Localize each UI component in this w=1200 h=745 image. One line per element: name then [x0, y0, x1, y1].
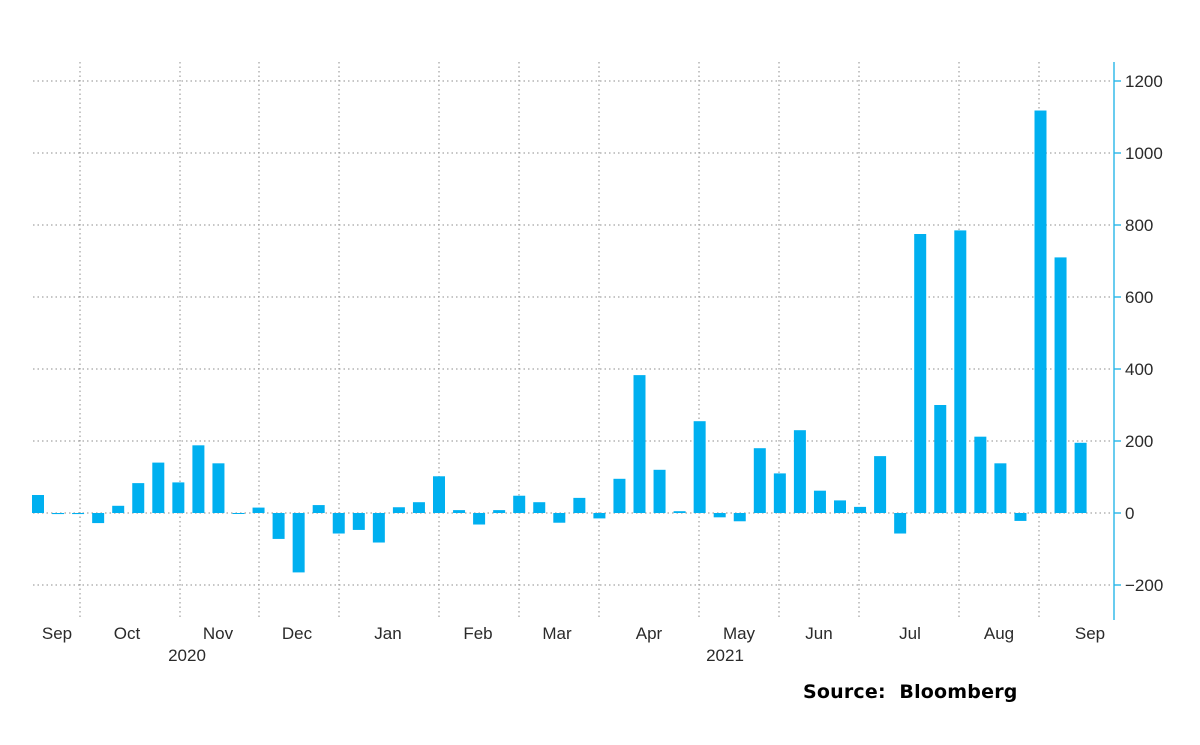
x-month-label-0: Sep — [42, 624, 72, 643]
bar-40 — [834, 500, 846, 513]
source-note: Source: Bloomberg — [803, 681, 1018, 703]
bar-31 — [653, 469, 666, 513]
bar-13 — [292, 513, 305, 573]
bar-25 — [533, 502, 546, 513]
bar-22 — [473, 513, 486, 525]
x-year-label-1: 2021 — [706, 646, 744, 665]
x-month-label-5: Feb — [463, 624, 492, 643]
bar-33 — [693, 421, 706, 513]
x-month-label-10: Jul — [899, 624, 921, 643]
gridlines — [33, 62, 1112, 620]
bar-16 — [352, 513, 365, 530]
bar-44 — [914, 234, 927, 513]
bar-46 — [954, 230, 967, 513]
x-month-label-3: Dec — [282, 624, 313, 643]
bar-18 — [392, 507, 405, 513]
bar-36 — [753, 448, 766, 513]
x-month-label-4: Jan — [374, 624, 401, 643]
bar-45 — [934, 405, 947, 513]
x-month-label-11: Aug — [984, 624, 1014, 643]
bar-50 — [1034, 110, 1047, 514]
y-tick-label-0: −200 — [1125, 576, 1163, 595]
bar-43 — [894, 513, 907, 534]
bar-15 — [332, 513, 345, 534]
bar-27 — [573, 497, 586, 513]
y-tick-label-4: 600 — [1125, 288, 1153, 307]
y-tick-label-1: 0 — [1125, 504, 1134, 523]
bars — [32, 110, 1087, 573]
bar-37 — [773, 473, 786, 513]
bar-29 — [613, 478, 626, 513]
bar-49 — [1014, 513, 1027, 521]
x-month-label-2: Nov — [203, 624, 234, 643]
bar-19 — [412, 502, 425, 513]
bar-34 — [713, 513, 726, 518]
y-tick-label-6: 1000 — [1125, 144, 1163, 163]
bar-4 — [112, 505, 125, 513]
bar-26 — [553, 513, 566, 523]
bar-17 — [372, 513, 385, 543]
bar-41 — [854, 506, 867, 513]
bar-5 — [132, 483, 145, 513]
y-tick-label-2: 200 — [1125, 432, 1153, 451]
bar-12 — [272, 513, 285, 539]
bar-14 — [312, 505, 325, 513]
bar-30 — [633, 375, 646, 513]
bar-48 — [994, 463, 1007, 513]
bar-42 — [874, 456, 887, 513]
x-month-label-9: Jun — [805, 624, 832, 643]
bar-47 — [974, 436, 987, 513]
bar-52 — [1074, 442, 1087, 513]
bar-2 — [72, 513, 85, 515]
bar-35 — [733, 513, 746, 522]
x-month-label-6: Mar — [542, 624, 572, 643]
y-axis: −200 0 200 400 600 800 1000 1200 — [1113, 62, 1163, 620]
bar-6 — [152, 462, 165, 513]
bar-32 — [673, 511, 686, 513]
bar-23 — [493, 510, 506, 513]
x-month-label-8: May — [723, 624, 756, 643]
bar-28 — [593, 513, 606, 519]
bar-7 — [172, 482, 185, 513]
bar-24 — [513, 495, 526, 513]
bar-8 — [192, 445, 205, 513]
x-axis-labels: Sep Oct Nov Dec Jan Feb Mar Apr May Jun Jul Aug Sep 2… — [42, 624, 1105, 665]
bar-21 — [453, 510, 466, 513]
bar-11 — [252, 507, 265, 513]
y-tick-label-3: 400 — [1125, 360, 1153, 379]
y-tick-label-5: 800 — [1125, 216, 1153, 235]
bar-1 — [52, 513, 65, 515]
bar-10 — [232, 513, 245, 514]
x-month-label-12: Sep — [1075, 624, 1105, 643]
bar-9 — [212, 463, 225, 513]
x-month-label-1: Oct — [114, 624, 141, 643]
bar-20 — [433, 476, 445, 513]
x-month-label-7: Apr — [636, 624, 663, 643]
bar-38 — [793, 430, 806, 513]
x-year-label-0: 2020 — [168, 646, 206, 665]
bar-51 — [1054, 257, 1067, 513]
y-tick-label-7: 1200 — [1125, 72, 1163, 91]
bar-39 — [813, 490, 826, 513]
bar-3 — [92, 513, 105, 524]
bar-0 — [32, 495, 44, 513]
